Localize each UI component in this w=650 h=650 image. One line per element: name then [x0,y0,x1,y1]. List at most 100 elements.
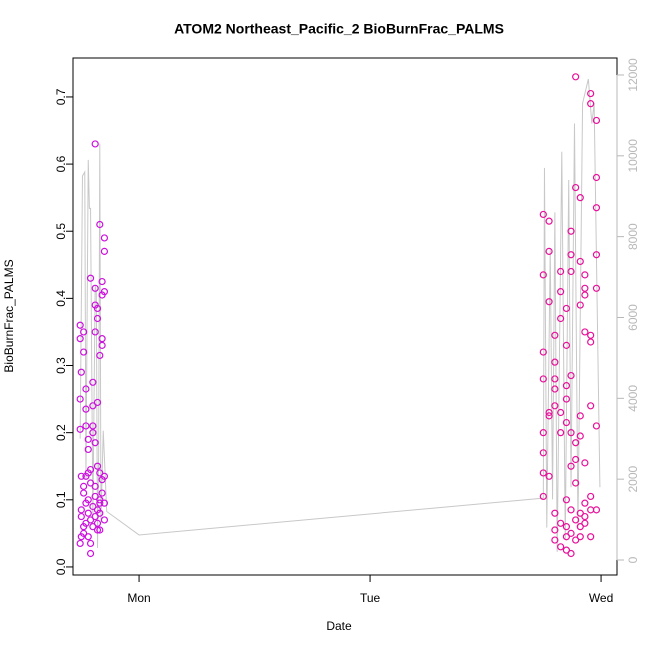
data-point [77,368,85,376]
data-point [587,492,595,501]
data-point [76,395,84,403]
data-point [84,435,92,443]
data-point [539,375,547,383]
data-point [562,496,571,504]
data-point [93,304,102,313]
data-point [567,267,575,276]
data-point [562,546,571,554]
data-point [581,459,589,467]
data-point [567,462,575,470]
data-point [551,331,559,339]
y-tick-label: 0.1 [54,491,68,508]
plot-frame [72,57,618,576]
data-point [98,489,106,497]
data-point [557,543,565,551]
data-point [576,509,584,517]
data-point [82,385,90,393]
data-point [96,509,104,517]
data-point [76,539,84,548]
data-point [91,140,99,148]
data-point [567,506,575,514]
data-point [89,378,97,386]
data-point [562,382,571,390]
x-axis-label: Date [326,619,352,633]
data-point [587,402,595,410]
data-point [539,429,547,437]
data-point [89,422,97,430]
data-point [93,526,102,534]
y2-tick-label: 0 [626,556,640,563]
data-point [96,469,104,477]
data-point [572,479,580,487]
data-point [557,267,565,276]
y2-tick-label: 10000 [626,139,640,173]
data-point [587,331,595,339]
data-point [576,533,584,541]
y-tick-label: 0.0 [54,558,68,575]
data-point [581,512,589,521]
data-point [592,422,601,430]
data-point [587,100,595,108]
data-point [100,288,109,296]
data-point [89,402,97,410]
data-point [581,328,589,336]
y2-tick-label: 12000 [626,58,640,92]
data-point [89,523,97,531]
data-point [551,358,559,366]
data-point [567,371,575,380]
data-point [567,529,575,537]
data-point [93,462,102,470]
data-point [576,523,584,531]
y-axis-label: BioBurnFrac_PALMS [2,259,16,372]
data-point [80,482,88,490]
data-point [93,398,102,407]
data-point [576,412,584,420]
data-point [539,348,547,356]
data-point [545,217,553,225]
data-point [77,512,85,521]
data-point [77,506,85,514]
data-point [592,506,601,514]
data-point [77,472,85,480]
data-point [93,314,102,323]
data-point [76,321,84,329]
data-point [98,335,106,343]
data-point [545,408,553,417]
data-point [100,472,109,480]
data-point [581,284,589,292]
data-point [91,492,99,501]
data-point [545,412,553,420]
data-point [587,533,595,541]
data-point [581,271,589,279]
data-point [84,509,92,517]
data-point [91,482,99,490]
data-point [96,496,104,504]
data-point [587,89,595,98]
data-point [89,429,97,437]
data-point [82,422,90,430]
data-point [98,277,106,286]
data-point [96,499,104,507]
data-point [86,539,95,548]
data-point [557,288,565,296]
data-point [80,328,88,336]
data-point [551,375,559,383]
data-point [96,351,104,360]
y2-tick-label: 6000 [626,304,640,331]
data-point [100,516,109,524]
data-point [587,506,595,514]
y-tick-label: 0.3 [54,357,68,374]
data-point [96,220,104,229]
data-point [557,314,565,323]
data-point [572,455,580,464]
data-point [567,549,575,558]
data-point [86,465,95,474]
data-point [572,439,580,447]
data-point [545,298,553,306]
data-point [576,432,584,440]
y-tick-label: 0.2 [54,424,68,441]
data-point [80,348,88,356]
data-point [562,304,571,313]
y-tick-label: 0.4 [54,290,68,307]
